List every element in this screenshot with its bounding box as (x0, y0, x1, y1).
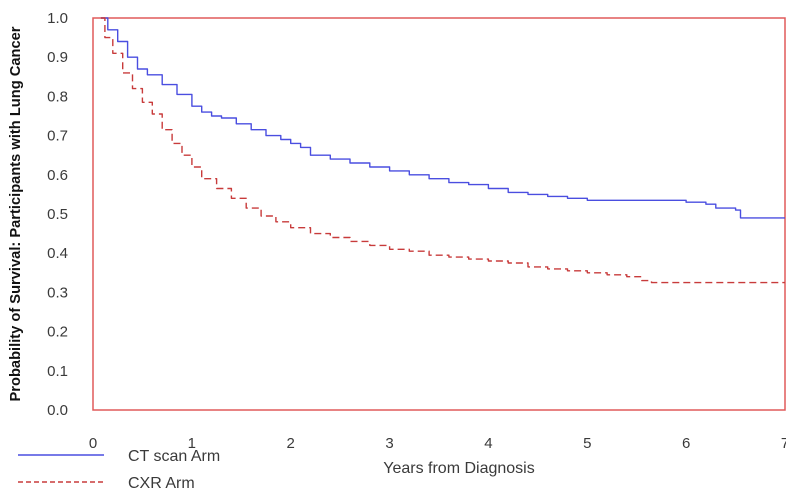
y-tick-label: 0.4 (47, 245, 68, 262)
series-line-ct-scan-arm (100, 17, 785, 219)
y-tick-label: 0.3 (47, 284, 68, 301)
x-tick-label: 0 (89, 435, 97, 452)
y-axis-title: Probability of Survival: Participants wi… (7, 26, 24, 401)
y-tick-label: 0.2 (47, 324, 68, 341)
series-line-cxr-arm (100, 17, 785, 284)
x-tick-label: 5 (583, 435, 591, 452)
y-tick-label: 0.8 (47, 88, 68, 105)
y-tick-label: 1.0 (47, 10, 68, 27)
y-tick-label: 0.9 (47, 49, 68, 66)
y-tick-label: 0.6 (47, 167, 68, 184)
x-tick-label: 4 (484, 435, 492, 452)
y-tick-label: 0.0 (47, 402, 68, 419)
x-tick-label: 7 (781, 435, 786, 452)
x-tick-label: 6 (682, 435, 690, 452)
x-tick-label: 2 (287, 435, 295, 452)
legend-label-ct-scan-arm: CT scan Arm (128, 448, 220, 465)
x-axis-title: Years from Diagnosis (383, 460, 534, 477)
legend-label-cxr-arm: CXR Arm (128, 475, 195, 492)
plot-frame (92, 17, 786, 411)
x-tick-label: 1 (188, 435, 196, 452)
y-tick-label: 0.5 (47, 206, 68, 223)
y-tick-label: 0.7 (47, 128, 68, 145)
y-tick-label: 0.1 (47, 363, 68, 380)
x-tick-label: 3 (385, 435, 393, 452)
